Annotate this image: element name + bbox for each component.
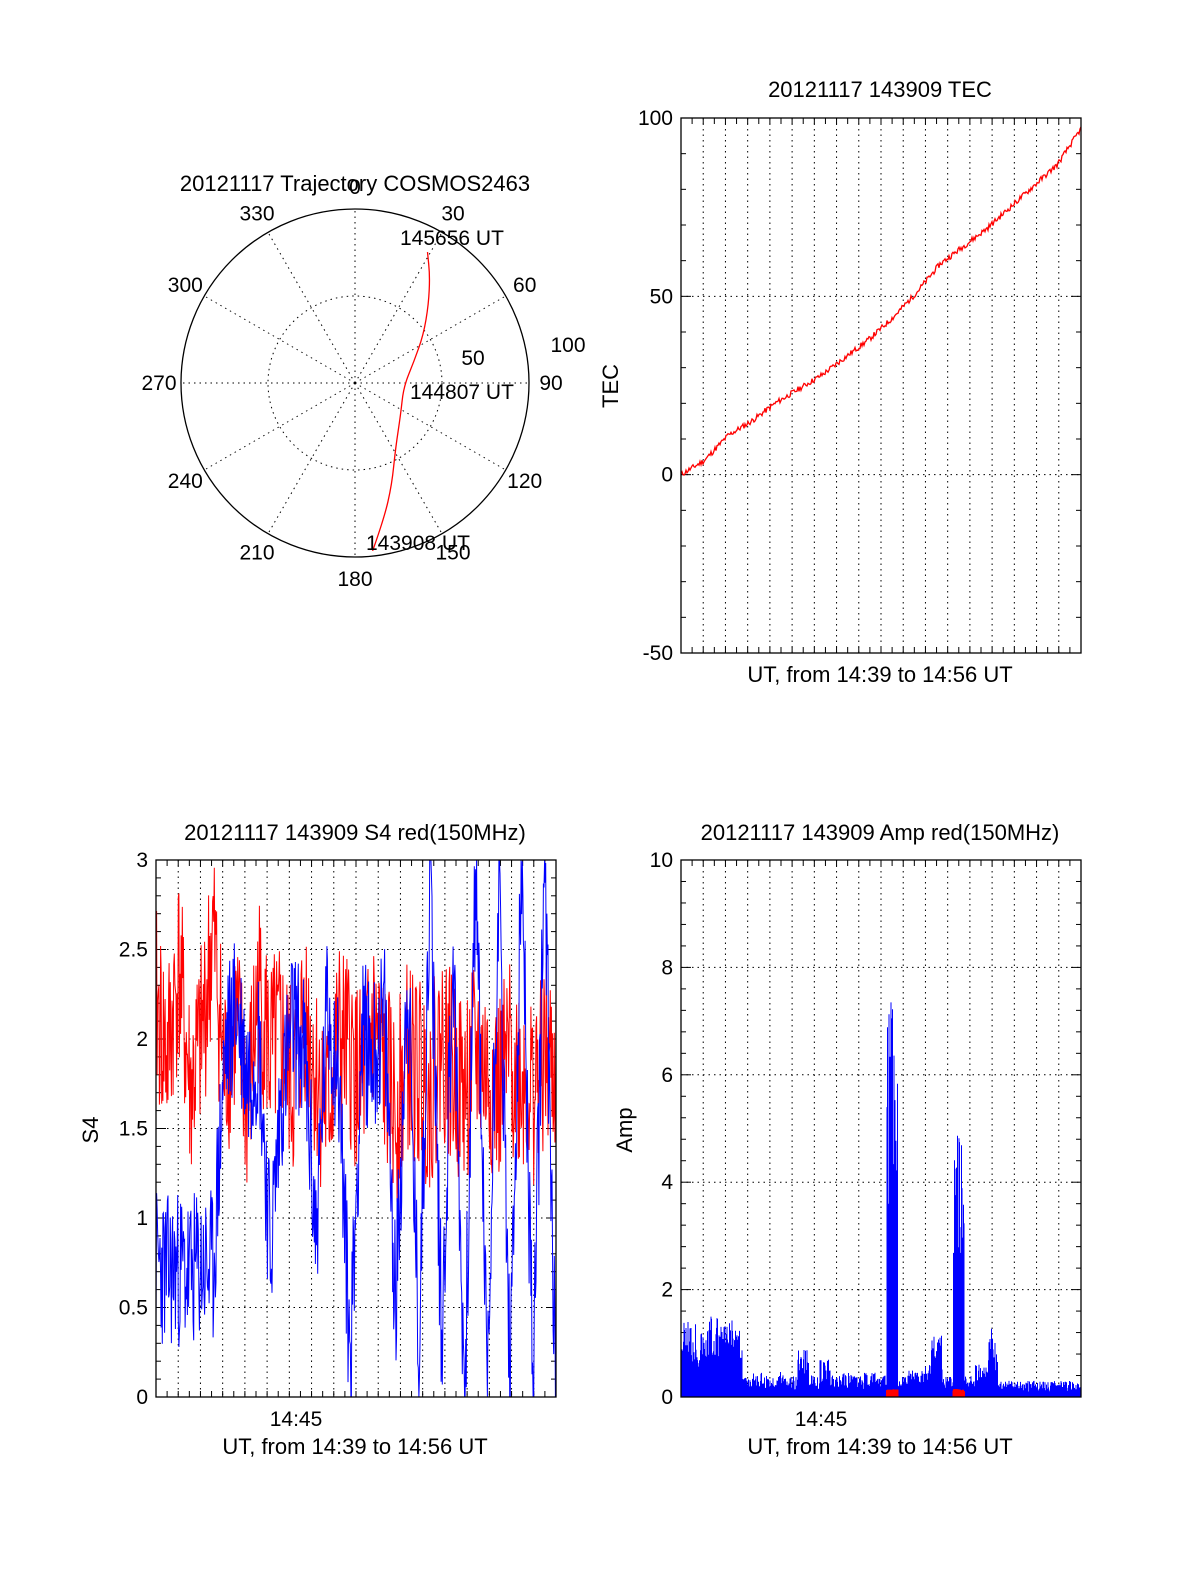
polar-radial-line bbox=[204, 382, 356, 471]
polar-azimuth-label: 30 bbox=[441, 202, 464, 225]
polar-azimuth-label: 270 bbox=[141, 372, 176, 395]
trajectory-annotation-mid: 144807 UT bbox=[410, 381, 514, 404]
polar-radial-label-100: 100 bbox=[550, 334, 585, 357]
polar-azimuth-label: 0 bbox=[349, 176, 361, 199]
s4-ytick-label: 1 bbox=[136, 1207, 148, 1230]
amp-ytick-label: 6 bbox=[661, 1064, 673, 1087]
amp-blue-series bbox=[680, 1002, 1082, 1397]
amp-title: 20121117 143909 Amp red(150MHz) bbox=[701, 820, 1060, 845]
amp-ytick-label: 10 bbox=[650, 849, 673, 872]
s4-ytick-label: 2 bbox=[136, 1028, 148, 1051]
tec-ytick-label: 50 bbox=[650, 285, 673, 308]
s4-ytick-label: 0 bbox=[136, 1386, 148, 1409]
tec-y-ticks: -50 0 50 100 bbox=[638, 107, 673, 665]
polar-trajectory bbox=[371, 252, 431, 552]
tec-frame bbox=[680, 117, 1082, 654]
amp-ytick-label: 2 bbox=[661, 1279, 673, 1302]
amp-ylabel: Amp bbox=[612, 1107, 637, 1152]
tec-chart: 20121117 143909 TEC -50 0 50 100 TEC UT, fr… bbox=[598, 77, 1082, 687]
amp-y-ticks: 0 2 4 6 8 10 bbox=[650, 849, 674, 1409]
amp-ytick-label: 0 bbox=[661, 1386, 673, 1409]
polar-radial-line bbox=[267, 382, 356, 534]
tec-series-line bbox=[680, 126, 1082, 476]
tec-title: 20121117 143909 TEC bbox=[768, 77, 992, 102]
amp-frame bbox=[680, 859, 1082, 1398]
amp-xlabel: UT, from 14:39 to 14:56 UT bbox=[747, 1434, 1012, 1459]
polar-radial-line bbox=[267, 232, 356, 384]
s4-xtick-1445: 14:45 bbox=[270, 1408, 323, 1431]
polar-grid bbox=[180, 208, 530, 558]
polar-azimuth-label: 330 bbox=[239, 202, 274, 225]
amp-xtick-1445: 14:45 bbox=[795, 1408, 848, 1431]
tec-ylabel: TEC bbox=[598, 364, 623, 408]
polar-radial-line bbox=[354, 382, 443, 534]
s4-chart: 20121117 143909 S4 red(150MHz) 0 0.5 1 1.5 2… bbox=[78, 820, 557, 1459]
s4-xlabel: UT, from 14:39 to 14:56 UT bbox=[222, 1434, 487, 1459]
polar-radial-line bbox=[354, 232, 443, 384]
amp-ytick-label: 4 bbox=[661, 1171, 673, 1194]
trajectory-annotation-start: 143908 UT bbox=[366, 532, 470, 555]
s4-title: 20121117 143909 S4 red(150MHz) bbox=[184, 820, 526, 845]
amp-chart: 20121117 143909 Amp red(150MHz) 0246810 … bbox=[612, 820, 1082, 1459]
polar-radial-label-50: 50 bbox=[461, 347, 484, 370]
polar-azimuth-label: 120 bbox=[507, 470, 542, 493]
s4-blue-series bbox=[155, 859, 556, 1398]
polar-azimuth-labels: 0 30 60 90 120 150 180 210 240 270 300 330 bbox=[141, 176, 562, 591]
polar-radial-line bbox=[354, 295, 506, 384]
trajectory-annotation-end: 145656 UT bbox=[400, 227, 504, 250]
s4-ytick-label: 3 bbox=[136, 849, 148, 872]
polar-azimuth-label: 90 bbox=[539, 372, 562, 395]
amp-ytick-label: 8 bbox=[661, 956, 673, 979]
s4-y-ticks: 0 0.5 1 1.5 2 2.5 3 bbox=[119, 849, 148, 1409]
s4-ylabel: S4 bbox=[78, 1117, 103, 1144]
tec-grid bbox=[681, 117, 1081, 654]
polar-azimuth-label: 150 bbox=[435, 542, 470, 565]
polar-azimuth-label: 60 bbox=[513, 274, 536, 297]
polar-chart: 20121117 Trajectory COSMOS2463 0 30 60 90 12… bbox=[141, 171, 585, 591]
polar-azimuth-label: 240 bbox=[168, 470, 203, 493]
tec-xlabel: UT, from 14:39 to 14:56 UT bbox=[747, 662, 1012, 687]
s4-ytick-label: 0.5 bbox=[119, 1297, 148, 1320]
amp-grid bbox=[681, 859, 1081, 1398]
polar-azimuth-label: 210 bbox=[239, 542, 274, 565]
s4-red-series bbox=[155, 867, 557, 1202]
polar-radial-line bbox=[354, 382, 506, 471]
polar-azimuth-label: 300 bbox=[168, 274, 203, 297]
polar-radial-line bbox=[204, 295, 356, 384]
s4-ytick-label: 2.5 bbox=[119, 939, 148, 962]
tec-ytick-label: 100 bbox=[638, 107, 673, 130]
s4-frame bbox=[155, 859, 557, 1398]
polar-outer-circle bbox=[180, 208, 530, 558]
s4-ytick-label: 1.5 bbox=[119, 1118, 148, 1141]
polar-title: 20121117 Trajectory COSMOS2463 bbox=[180, 171, 530, 196]
tec-ytick-label: 0 bbox=[661, 464, 673, 487]
trajectory-line bbox=[371, 252, 431, 552]
polar-azimuth-label: 180 bbox=[337, 568, 372, 591]
polar-inner-circle bbox=[267, 295, 443, 471]
tec-ytick-label: -50 bbox=[643, 642, 673, 665]
